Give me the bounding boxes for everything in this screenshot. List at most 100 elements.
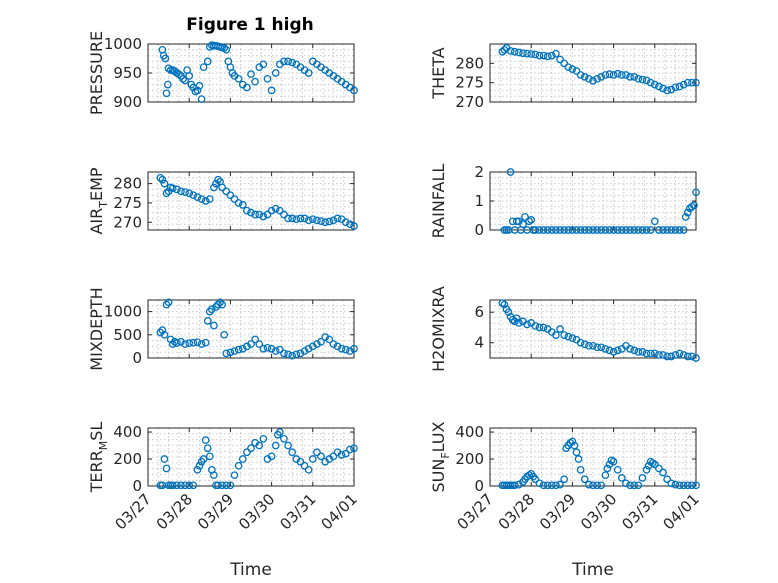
data-point [613,226,622,234]
data-point [172,481,181,490]
data-point [601,226,610,234]
data-point [199,455,208,463]
data-point [659,226,667,234]
data-point [197,195,206,203]
data-point [543,226,552,234]
data-point [284,57,292,66]
data-point [580,340,589,349]
data-point [593,74,601,83]
data-point [317,217,325,225]
data-point [168,340,177,348]
data-point [683,481,692,490]
data-point [609,348,618,356]
data-point [638,474,647,482]
data-point [177,481,185,490]
data-point [659,84,667,93]
data-point [543,52,552,61]
data-point [638,75,647,84]
data-point [300,461,309,470]
data-point [346,347,354,355]
data-point [659,351,667,359]
data-point [292,215,301,224]
data-point [531,50,540,59]
axes-frame [147,427,355,487]
data-point [226,348,235,357]
data-point [543,481,552,490]
data-point [679,351,688,359]
data-point [259,434,268,443]
data-point [663,226,672,234]
data-point [156,173,165,182]
data-point [667,226,676,234]
data-point [556,480,564,489]
data-point [243,448,251,457]
data-point [329,452,338,461]
data-point [193,86,202,95]
data-point [197,95,206,103]
data-point [630,346,639,355]
data-point [630,73,639,81]
data-point [275,206,284,215]
data-point [506,168,515,176]
data-point [166,335,175,344]
data-point [208,305,216,314]
x-tick-label: 03/30 [577,490,620,533]
data-point [688,352,696,361]
data-point [308,215,317,224]
data-point [181,188,189,196]
data-point [500,300,509,309]
data-point [560,331,569,339]
axes-frame [489,427,697,487]
y-tick-label: 4 [474,334,484,352]
data-point [255,441,264,450]
data-point [205,307,214,316]
data-point [185,481,194,490]
y-tick-label: 400 [455,423,484,441]
data-point [220,44,229,52]
data-point [634,481,643,490]
data-point [601,344,610,353]
data-point [333,214,342,223]
data-point [172,185,181,194]
data-point [613,69,622,78]
data-point [671,480,680,489]
data-point [259,60,268,69]
subplot-4: 0 1 2 RAINFALL [429,163,700,239]
data-point [247,208,255,217]
y-axis-label: RAINFALL [429,164,448,239]
data-point [597,73,606,81]
data-point [300,347,309,355]
data-point [523,49,531,58]
data-point [560,59,569,68]
data-point [597,481,606,490]
data-point [539,481,548,490]
data-point [585,341,593,350]
data-point [576,71,585,79]
data-point [350,86,358,95]
data-point [210,471,218,480]
data-point [663,86,672,95]
data-point [605,70,614,79]
data-point [304,344,313,353]
axes-frame [147,299,355,359]
data-point [238,455,247,463]
data-point [564,332,573,341]
data-point [284,214,292,223]
data-point [267,206,276,215]
data-point [212,179,220,188]
axes-frame [489,299,697,359]
data-point [317,452,325,461]
y-axis-label: SUNFLUX [429,421,452,492]
data-point [284,441,292,450]
data-point [251,77,259,86]
data-point [514,319,523,327]
data-point [539,226,548,234]
data-point [585,480,593,489]
data-point [572,67,581,75]
data-point [510,47,519,56]
data-point [181,340,189,348]
data-point [646,226,655,234]
data-point [556,325,564,333]
data-point [222,45,231,54]
